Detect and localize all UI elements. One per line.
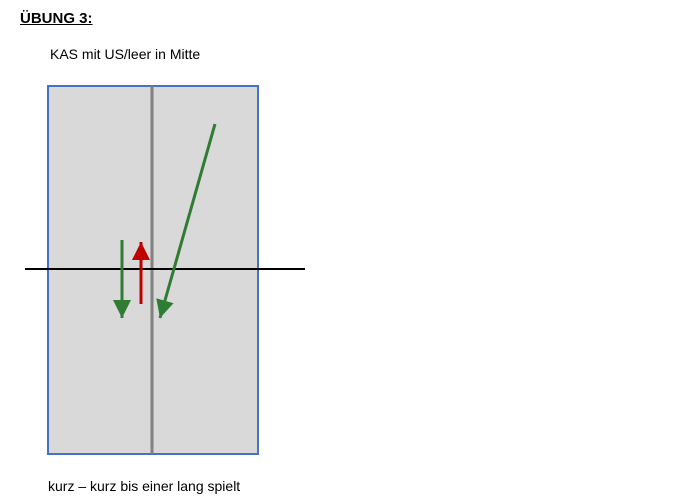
exercise-heading: ÜBUNG 3: [20,10,93,27]
court-diagram [25,80,325,470]
exercise-caption: kurz – kurz bis einer lang spielt [48,478,240,494]
exercise-subtitle: KAS mit US/leer in Mitte [50,46,200,62]
